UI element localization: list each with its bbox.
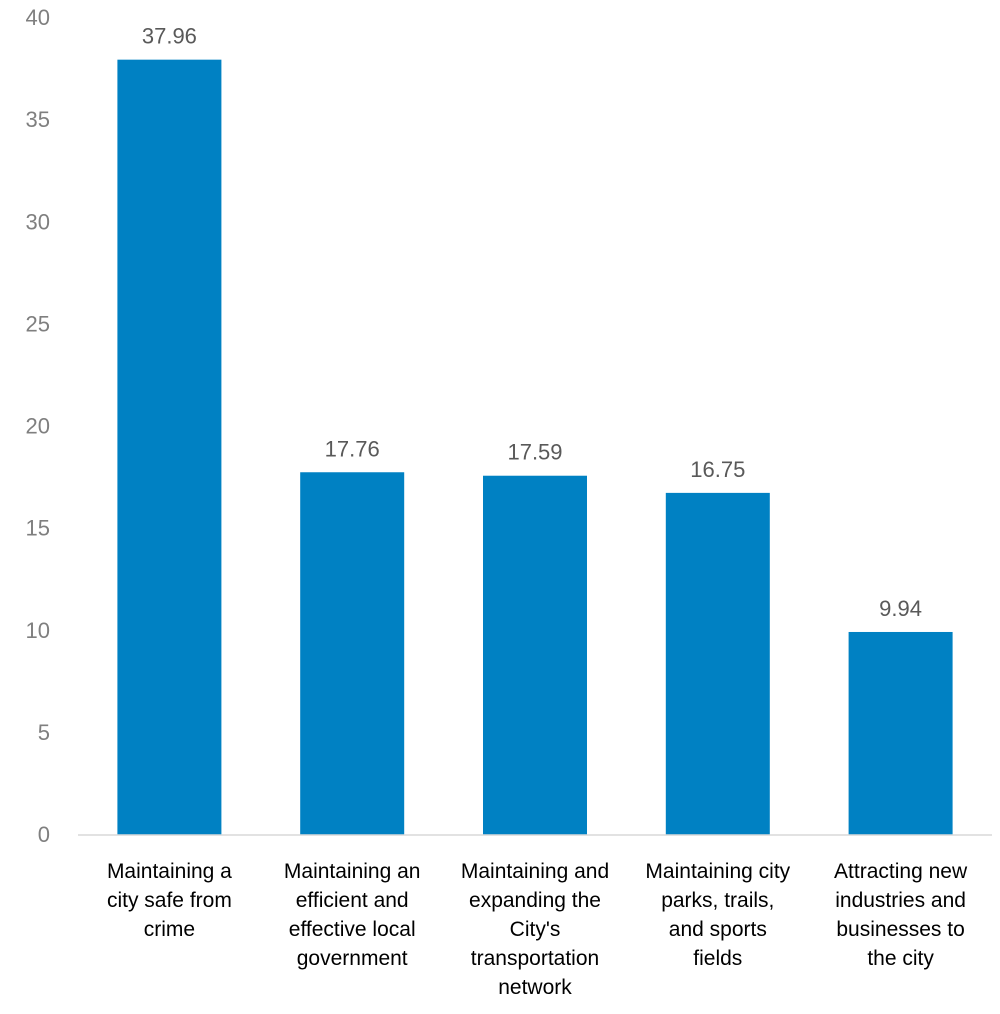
y-tick-label: 10 [26, 618, 50, 643]
bar [300, 472, 405, 835]
category-label: Maintaining a city safe from crime [107, 860, 232, 941]
y-axis-ticks: 0 5 10 15 20 25 30 35 40 [26, 5, 50, 847]
category-labels-group: Maintaining a city safe from crime Maintain… [107, 860, 968, 999]
category-label: Attracting new industries and businesses t… [834, 860, 968, 970]
y-tick-label: 15 [26, 516, 50, 541]
bar [483, 475, 587, 835]
y-tick-label: 20 [26, 414, 50, 439]
bar [665, 492, 770, 835]
category-label: Maintaining and expanding the City's transp… [461, 860, 609, 999]
y-tick-label: 0 [38, 822, 50, 847]
bar [848, 631, 953, 835]
data-label: 17.76 [325, 436, 380, 461]
bar [117, 59, 222, 836]
category-label: Maintaining city parks, trails, and sports… [645, 860, 790, 970]
data-label: 17.59 [507, 440, 562, 465]
data-label: 37.96 [142, 24, 197, 49]
y-tick-label: 40 [26, 5, 50, 30]
category-label: Maintaining an efficient and effective loc… [284, 860, 421, 970]
data-labels-group: 37.96 17.76 17.59 16.75 9.94 [142, 24, 922, 621]
bars-group [117, 59, 953, 836]
y-tick-label: 5 [38, 720, 50, 745]
y-tick-label: 35 [26, 107, 50, 132]
y-tick-label: 30 [26, 209, 50, 234]
data-label: 16.75 [690, 457, 745, 482]
data-label: 9.94 [879, 596, 922, 621]
y-tick-label: 25 [26, 311, 50, 336]
